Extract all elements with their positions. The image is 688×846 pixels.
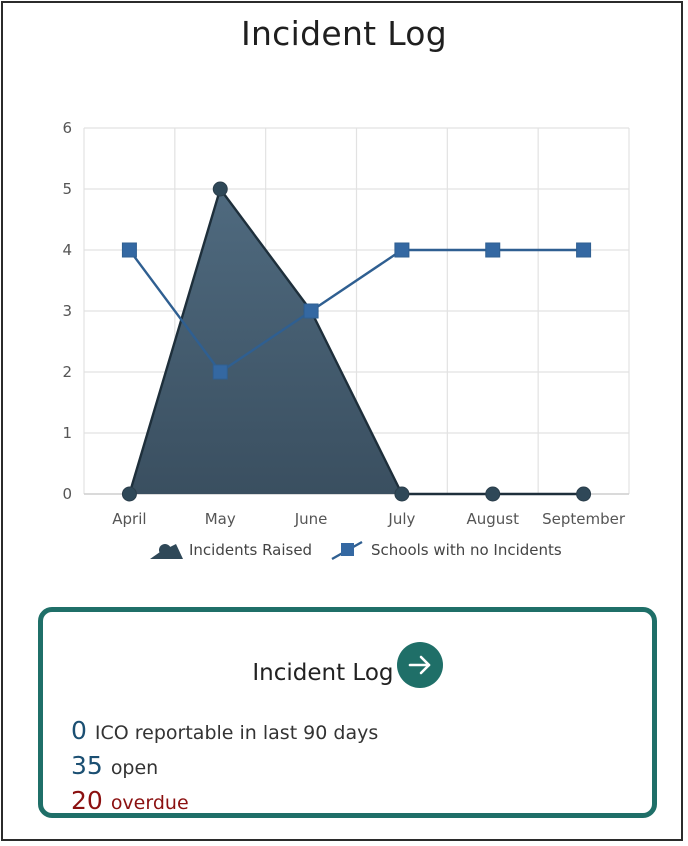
stat-value: 35: [71, 751, 103, 780]
data-point-schools-no-incidents: [212, 364, 228, 380]
data-point-incidents-raised: [576, 486, 592, 502]
y-tick-label: 5: [62, 180, 72, 198]
page-title: Incident Log: [240, 14, 448, 53]
series-line-incidents-raised: [128, 187, 584, 496]
legend-marker-schools-no-incidents: [341, 543, 354, 556]
card-title: Incident Log: [252, 660, 394, 686]
data-point-schools-no-incidents: [485, 242, 501, 258]
x-tick-label: September: [542, 510, 626, 528]
incident-chart: 0 1 2 3 4 5 6 April May June July August September In…: [62, 119, 630, 561]
data-point-schools-no-incidents: [576, 242, 592, 258]
stat-value: 20: [71, 786, 103, 815]
area-fill-incidents-raised: [129, 189, 584, 494]
stat-label: open: [110, 757, 159, 779]
x-tick-label: April: [112, 510, 146, 528]
data-point-schools-no-incidents: [303, 303, 319, 319]
stat-value: 0: [71, 716, 87, 745]
stat-label: overdue: [110, 792, 189, 814]
data-point-incidents-raised: [121, 486, 137, 502]
stat-ico-reportable: 0 ICO reportable in last 90 days: [71, 716, 378, 745]
legend-label-schools-no-incidents: Schools with no Incidents: [371, 541, 562, 559]
arrow-right-icon: [408, 655, 430, 675]
stat-open: 35 open: [71, 751, 158, 780]
x-tick-label: July: [387, 510, 415, 528]
data-point-schools-no-incidents: [121, 242, 137, 258]
data-point-schools-no-incidents: [394, 242, 410, 258]
y-tick-label: 0: [62, 485, 72, 503]
series-line-schools-no-incidents: [128, 248, 584, 374]
y-tick-label: 4: [62, 241, 72, 259]
x-tick-label: June: [294, 510, 328, 528]
open-incident-log-button[interactable]: [396, 642, 443, 688]
legend-marker-incidents-raised: [159, 544, 171, 556]
data-point-incidents-raised: [485, 486, 501, 502]
stat-label: ICO reportable in last 90 days: [94, 722, 379, 744]
incident-log-card: Incident Log 0 ICO reportable in last 90 …: [38, 607, 657, 818]
card-header: Incident Log: [43, 642, 652, 696]
y-tick-label: 3: [62, 302, 72, 320]
data-point-incidents-raised: [212, 181, 228, 197]
data-point-incidents-raised: [394, 486, 410, 502]
y-tick-label: 6: [62, 119, 72, 137]
y-tick-label: 1: [62, 424, 72, 442]
x-tick-label: August: [467, 510, 520, 528]
stat-overdue: 20 overdue: [71, 786, 189, 815]
y-tick-label: 2: [62, 363, 72, 381]
x-tick-label: May: [205, 510, 236, 528]
legend-label-incidents-raised: Incidents Raised: [189, 541, 312, 559]
